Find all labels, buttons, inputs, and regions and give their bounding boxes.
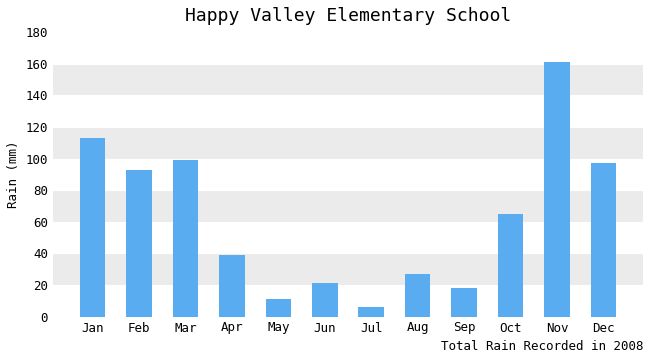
Bar — [53, 127, 643, 158]
Bar — [53, 190, 643, 222]
Bar — [53, 222, 643, 253]
Y-axis label: Rain (mm): Rain (mm) — [7, 141, 20, 208]
Bar — [451, 288, 477, 317]
Bar — [219, 255, 244, 317]
Bar — [53, 95, 643, 127]
Bar — [312, 283, 337, 317]
Bar — [265, 299, 291, 317]
Bar — [53, 64, 643, 95]
Bar — [405, 274, 430, 317]
Bar — [80, 138, 105, 317]
Bar — [498, 214, 523, 317]
Bar — [544, 62, 570, 317]
Bar — [53, 158, 643, 190]
Bar — [173, 160, 198, 317]
Bar — [126, 170, 151, 317]
Bar — [53, 253, 643, 285]
X-axis label: Total Rain Recorded in 2008: Total Rain Recorded in 2008 — [441, 340, 643, 353]
Bar — [358, 307, 384, 317]
Bar — [53, 285, 643, 317]
Bar — [53, 32, 643, 64]
Bar — [591, 163, 616, 317]
Title: Happy Valley Elementary School: Happy Valley Elementary School — [185, 7, 511, 25]
